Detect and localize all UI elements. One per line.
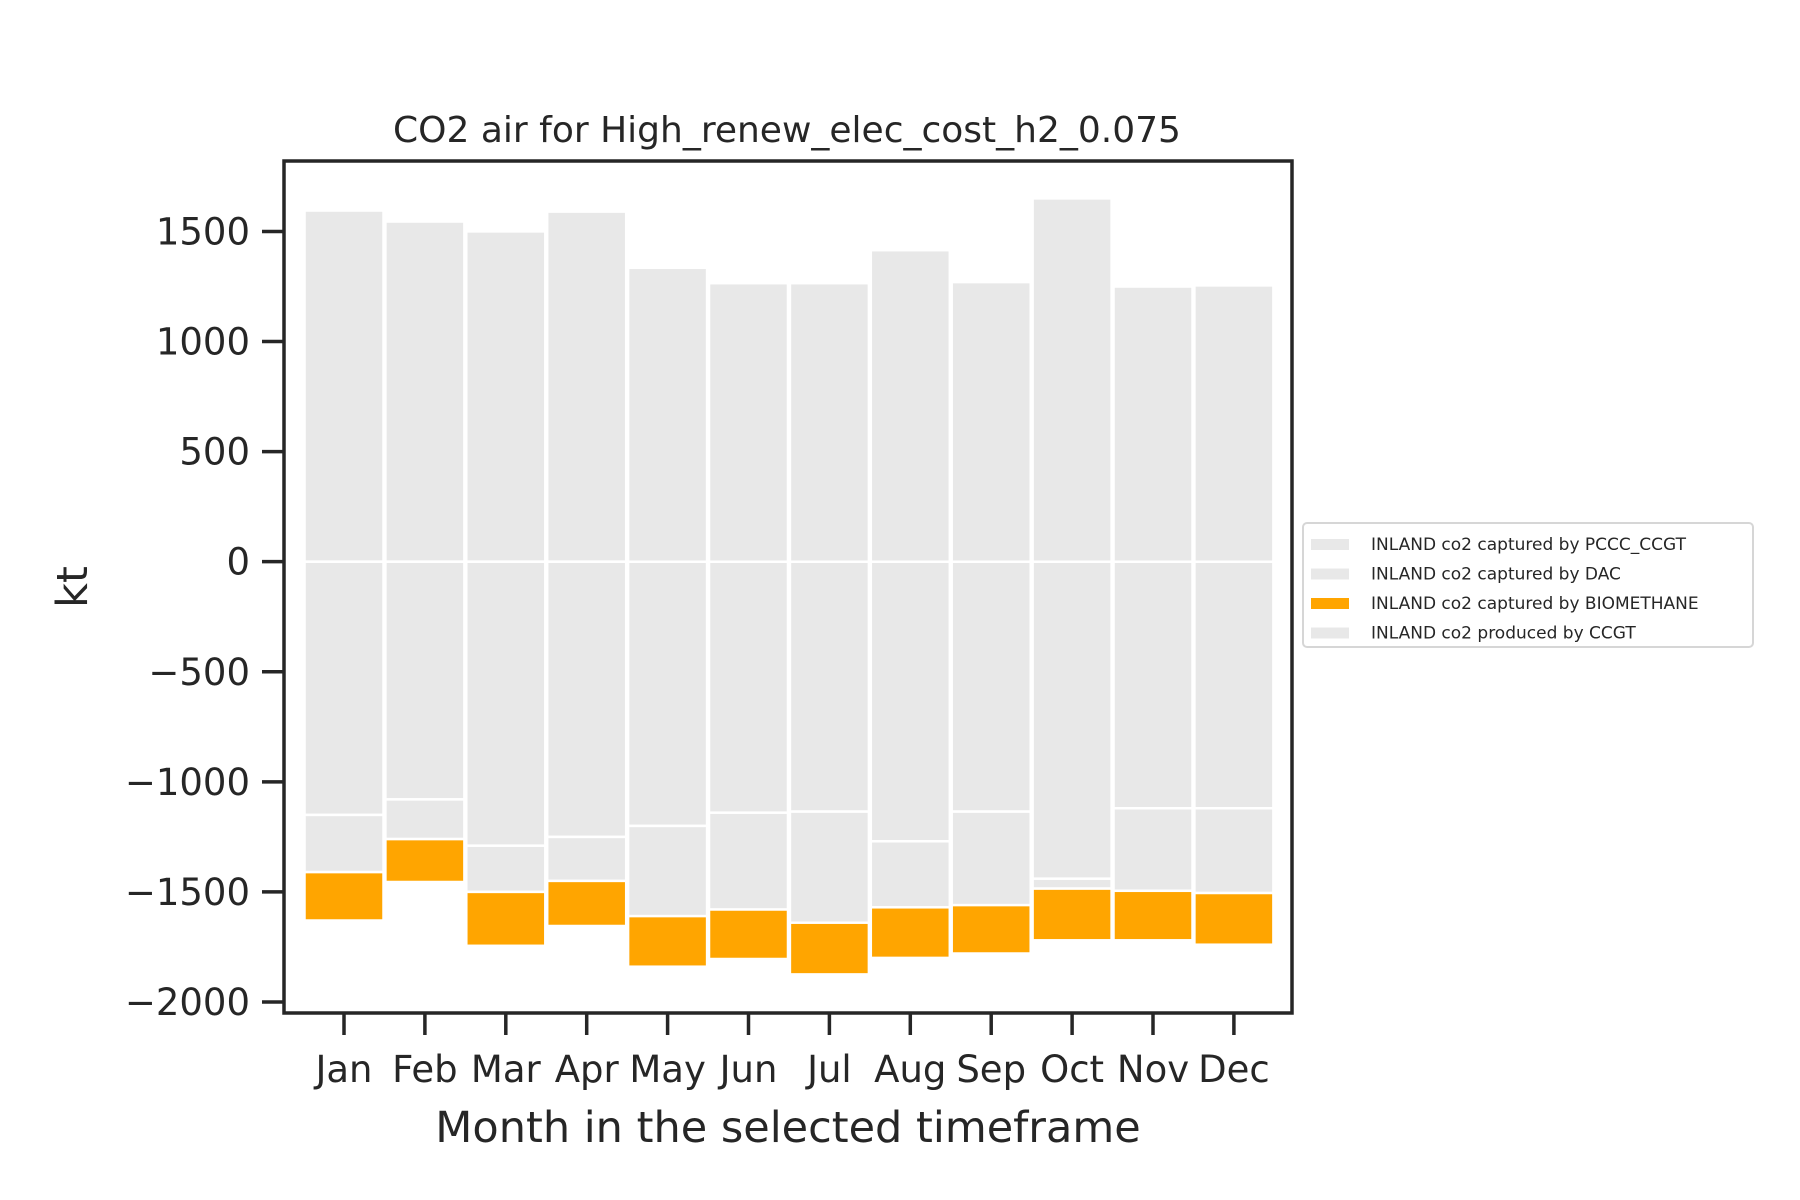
bar-inland-co2-captured-by-pccc-ccgt-mar [465,560,547,847]
bar-inland-co2-captured-by-dac-apr [545,835,628,883]
bar-inland-co2-captured-by-dac-jan [303,813,385,874]
bar-inland-co2-captured-by-pccc-ccgt-aug [869,560,952,843]
bar-inland-co2-captured-by-dac-nov [1112,807,1194,893]
bar-inland-co2-captured-by-pccc-ccgt-nov [1112,560,1194,810]
y-tick-label: −500 [148,651,250,694]
bar-inland-co2-captured-by-pccc-ccgt-feb [384,560,466,801]
bar-inland-co2-captured-by-pccc-ccgt-jan [303,560,385,817]
bar-inland-co2-captured-by-dac-dec [1193,807,1275,895]
x-tick-label: Jul [805,1048,852,1091]
bar-inland-co2-produced-by-ccgt-may [626,266,709,563]
x-tick-label: Oct [1040,1048,1104,1091]
bar-inland-co2-captured-by-dac-feb [384,798,466,841]
bar-inland-co2-produced-by-ccgt-nov [1112,285,1194,563]
bar-inland-co2-captured-by-biomethane-feb [384,837,466,884]
bar-inland-co2-captured-by-biomethane-sep [950,903,1032,955]
y-axis-label: kt [48,566,98,608]
bar-inland-co2-captured-by-biomethane-nov [1112,889,1194,942]
y-tick-label: 0 [226,541,250,584]
bar-inland-co2-captured-by-dac-mar [465,844,547,894]
bar-inland-co2-captured-by-biomethane-apr [545,879,628,928]
x-tick-label: Nov [1117,1048,1189,1091]
bar-inland-co2-captured-by-pccc-ccgt-sep [950,560,1032,813]
bar-inland-co2-produced-by-ccgt-dec [1193,284,1275,563]
x-tick-label: Aug [874,1048,946,1091]
y-tick-label: −2000 [125,981,250,1024]
x-tick-label: Jun [718,1048,778,1091]
x-axis: Jan Feb Mar Apr May Jun Jul Aug Sep Oct Nov Dec [313,1013,1270,1091]
x-tick-label: Dec [1198,1048,1270,1091]
bar-inland-co2-captured-by-biomethane-oct [1031,887,1113,942]
bar-inland-co2-captured-by-pccc-ccgt-apr [545,560,628,839]
y-tick-label: 1500 [156,210,250,253]
bar-inland-co2-captured-by-pccc-ccgt-jun [707,560,790,814]
bar-inland-co2-produced-by-ccgt-feb [384,220,466,563]
legend-swatch [1311,568,1349,580]
bars-group [303,197,1275,976]
bar-inland-co2-captured-by-pccc-ccgt-jul [788,560,871,813]
legend-label: INLAND co2 captured by BIOMETHANE [1371,594,1699,614]
bar-inland-co2-captured-by-dac-aug [869,840,952,909]
chart-title: CO2 air for High_renew_elec_cost_h2_0.07… [393,110,1181,151]
x-tick-label: Mar [471,1048,542,1091]
bar-inland-co2-captured-by-pccc-ccgt-dec [1193,560,1275,810]
x-tick-label: Apr [555,1048,620,1091]
bar-inland-co2-captured-by-biomethane-aug [869,906,952,960]
bar-inland-co2-captured-by-dac-may [626,824,709,918]
bar-inland-co2-produced-by-ccgt-jul [788,281,871,563]
x-tick-label: Jan [313,1048,372,1091]
bar-inland-co2-captured-by-biomethane-may [626,914,709,968]
legend: INLAND co2 captured by PCCC_CCGT INLAND c… [1302,522,1754,648]
bar-inland-co2-produced-by-ccgt-apr [545,210,628,563]
bar-inland-co2-produced-by-ccgt-oct [1031,197,1113,563]
legend-swatch [1311,598,1349,609]
y-tick-label: 1000 [156,321,250,364]
y-tick-label: −1500 [125,871,250,914]
bar-inland-co2-captured-by-biomethane-jul [788,921,871,976]
x-tick-label: Sep [956,1048,1026,1091]
bar-inland-co2-captured-by-dac-jul [788,810,871,925]
legend-label: INLAND co2 produced by CCGT [1371,624,1636,644]
legend-box [1302,522,1754,648]
bar-inland-co2-captured-by-biomethane-jun [707,908,790,961]
legend-swatch [1311,539,1349,550]
y-axis: 1500 1000 500 0 −500 −1000 −1500 −2000 [125,210,284,1024]
bar-inland-co2-captured-by-biomethane-mar [465,890,547,948]
bar-inland-co2-captured-by-biomethane-jan [303,870,385,922]
bar-inland-co2-produced-by-ccgt-jan [303,209,385,563]
y-tick-label: −1000 [125,761,250,804]
y-tick-label: 500 [179,431,250,474]
bar-inland-co2-captured-by-dac-jun [707,811,790,911]
plot-frame [282,159,1294,1015]
bar-inland-co2-produced-by-ccgt-aug [869,248,952,563]
bar-inland-co2-captured-by-biomethane-dec [1193,891,1275,946]
bar-inland-co2-captured-by-dac-sep [950,810,1032,907]
x-tick-label: May [629,1048,706,1091]
x-axis-label: Month in the selected timeframe [435,1103,1140,1153]
bar-inland-co2-captured-by-pccc-ccgt-may [626,560,709,828]
bar-inland-co2-produced-by-ccgt-jun [707,281,790,563]
x-tick-label: Feb [392,1048,458,1091]
bar-inland-co2-produced-by-ccgt-sep [950,280,1032,563]
legend-label: INLAND co2 captured by DAC [1371,565,1621,585]
legend-swatch [1311,627,1349,639]
bar-inland-co2-produced-by-ccgt-mar [465,230,547,563]
bar-inland-co2-captured-by-pccc-ccgt-oct [1031,560,1113,880]
legend-label: INLAND co2 captured by PCCC_CCGT [1371,535,1687,555]
bar-inland-co2-captured-by-dac-oct [1031,877,1113,890]
